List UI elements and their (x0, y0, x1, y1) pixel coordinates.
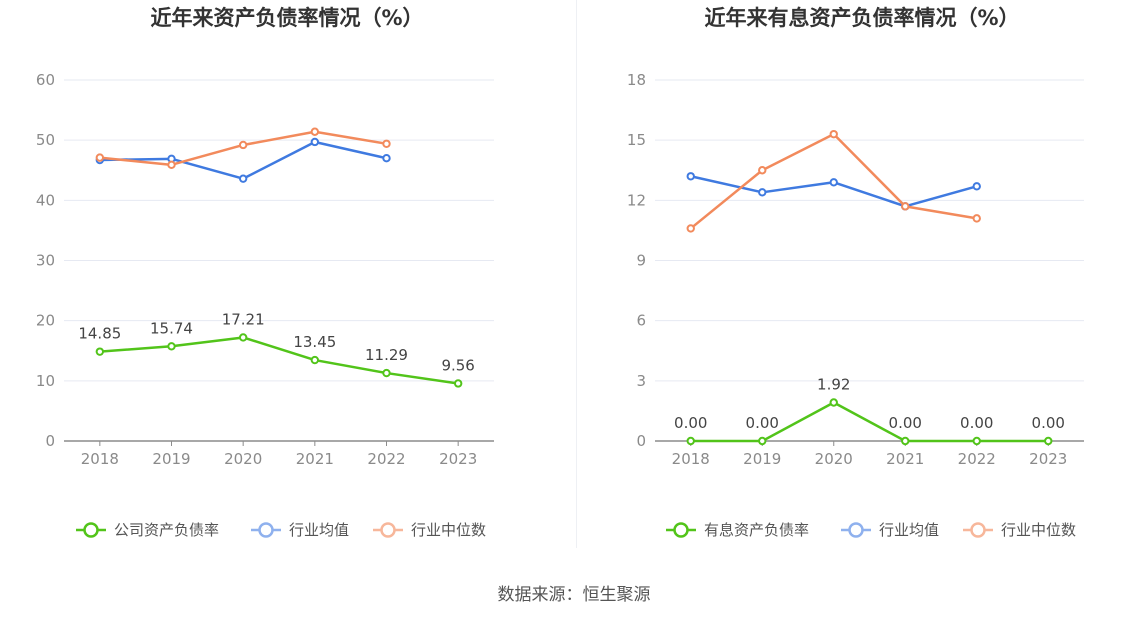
x-tick-label: 2019 (152, 450, 190, 468)
chart-divider (576, 0, 577, 548)
data-label: 0.00 (1032, 414, 1065, 432)
data-point[interactable] (382, 139, 391, 148)
y-tick-label: 15 (627, 131, 646, 149)
series-line (99, 336, 459, 385)
x-tick-label: 2022 (958, 450, 996, 468)
data-label: 0.00 (889, 414, 922, 432)
chart-title: 近年来资产负债率情况（%） (150, 6, 423, 30)
legend-item[interactable]: 行业均值 (251, 521, 349, 539)
data-point[interactable] (95, 347, 105, 356)
data-label: 0.00 (674, 414, 707, 432)
y-tick-label: 30 (36, 252, 55, 270)
data-point[interactable] (382, 154, 391, 163)
data-point[interactable] (95, 153, 105, 162)
legend-item[interactable]: 行业均值 (841, 521, 939, 539)
data-point[interactable] (758, 436, 767, 446)
x-tick-label: 2023 (1029, 450, 1067, 468)
data-point[interactable] (901, 436, 910, 446)
legend-label: 有息资产负债率 (704, 521, 809, 539)
x-tick-label: 2020 (815, 450, 853, 468)
legend-item[interactable]: 行业中位数 (963, 521, 1076, 539)
data-point[interactable] (829, 178, 838, 187)
data-label: 0.00 (746, 414, 779, 432)
x-tick-label: 2021 (886, 450, 924, 468)
y-tick-label: 50 (36, 131, 55, 149)
series-line (690, 401, 1049, 443)
legend-item[interactable]: 有息资产负债率 (666, 521, 809, 539)
data-point[interactable] (758, 188, 767, 197)
y-tick-label: 60 (36, 71, 55, 89)
data-point[interactable] (238, 333, 248, 342)
legend-label: 行业中位数 (1001, 521, 1076, 539)
y-tick-label: 40 (36, 191, 55, 209)
data-point[interactable] (167, 342, 176, 351)
data-point[interactable] (167, 160, 176, 170)
y-tick-label: 12 (627, 191, 646, 209)
data-label: 15.74 (150, 319, 193, 337)
x-tick-label: 2022 (367, 450, 405, 468)
data-point[interactable] (758, 166, 767, 175)
legend-label: 公司资产负债率 (114, 521, 219, 539)
chart-title: 近年来有息资产负债率情况（%） (704, 6, 1019, 30)
y-tick-label: 10 (36, 372, 55, 390)
data-point[interactable] (972, 182, 981, 191)
data-point[interactable] (686, 172, 695, 181)
data-point[interactable] (686, 224, 695, 233)
legend-item[interactable]: 公司资产负债率 (76, 521, 219, 539)
data-label: 14.85 (78, 325, 121, 343)
y-tick-label: 0 (45, 432, 55, 450)
y-tick-label: 9 (636, 252, 646, 270)
data-point[interactable] (829, 129, 838, 139)
x-tick-label: 2019 (743, 450, 781, 468)
x-tick-label: 2018 (81, 450, 119, 468)
data-point[interactable] (829, 398, 838, 407)
data-point[interactable] (310, 137, 320, 147)
data-source: 数据来源：恒生聚源 (497, 585, 651, 605)
y-tick-label: 20 (36, 312, 55, 330)
data-point[interactable] (453, 379, 463, 388)
data-label: 17.21 (222, 310, 265, 328)
data-point[interactable] (310, 127, 320, 136)
legend-label: 行业均值 (879, 521, 939, 539)
x-tick-label: 2018 (672, 450, 710, 468)
data-label: 9.56 (441, 356, 474, 374)
data-point[interactable] (238, 174, 248, 183)
x-tick-label: 2021 (296, 450, 334, 468)
data-point[interactable] (686, 436, 695, 446)
y-tick-label: 0 (636, 432, 646, 450)
data-label: 0.00 (960, 414, 993, 432)
data-point[interactable] (972, 436, 981, 446)
data-point[interactable] (310, 355, 320, 365)
data-point[interactable] (1044, 436, 1053, 446)
x-tick-label: 2023 (439, 450, 477, 468)
x-tick-label: 2020 (224, 450, 262, 468)
data-point[interactable] (901, 202, 910, 211)
data-point[interactable] (382, 368, 391, 378)
data-point[interactable] (972, 214, 981, 223)
data-point[interactable] (238, 140, 248, 150)
data-label: 1.92 (817, 375, 850, 393)
legend-label: 行业均值 (289, 521, 349, 539)
interest-bearing-debt-ratio-chart: 近年来有息资产负债率情况（%） 0 3 6 9 12 15 18 2018 2019 2020 20… (627, 6, 1084, 539)
data-label: 11.29 (365, 346, 408, 364)
legend-label: 行业中位数 (411, 521, 486, 539)
y-tick-label: 3 (636, 372, 646, 390)
y-tick-label: 6 (636, 312, 646, 330)
debt-ratio-chart: 近年来资产负债率情况（%） 0 10 20 30 40 50 60 2018 2019 2020 2… (36, 6, 494, 539)
y-tick-label: 18 (627, 71, 646, 89)
data-label: 13.45 (293, 333, 336, 351)
legend-item[interactable]: 行业中位数 (373, 521, 486, 539)
